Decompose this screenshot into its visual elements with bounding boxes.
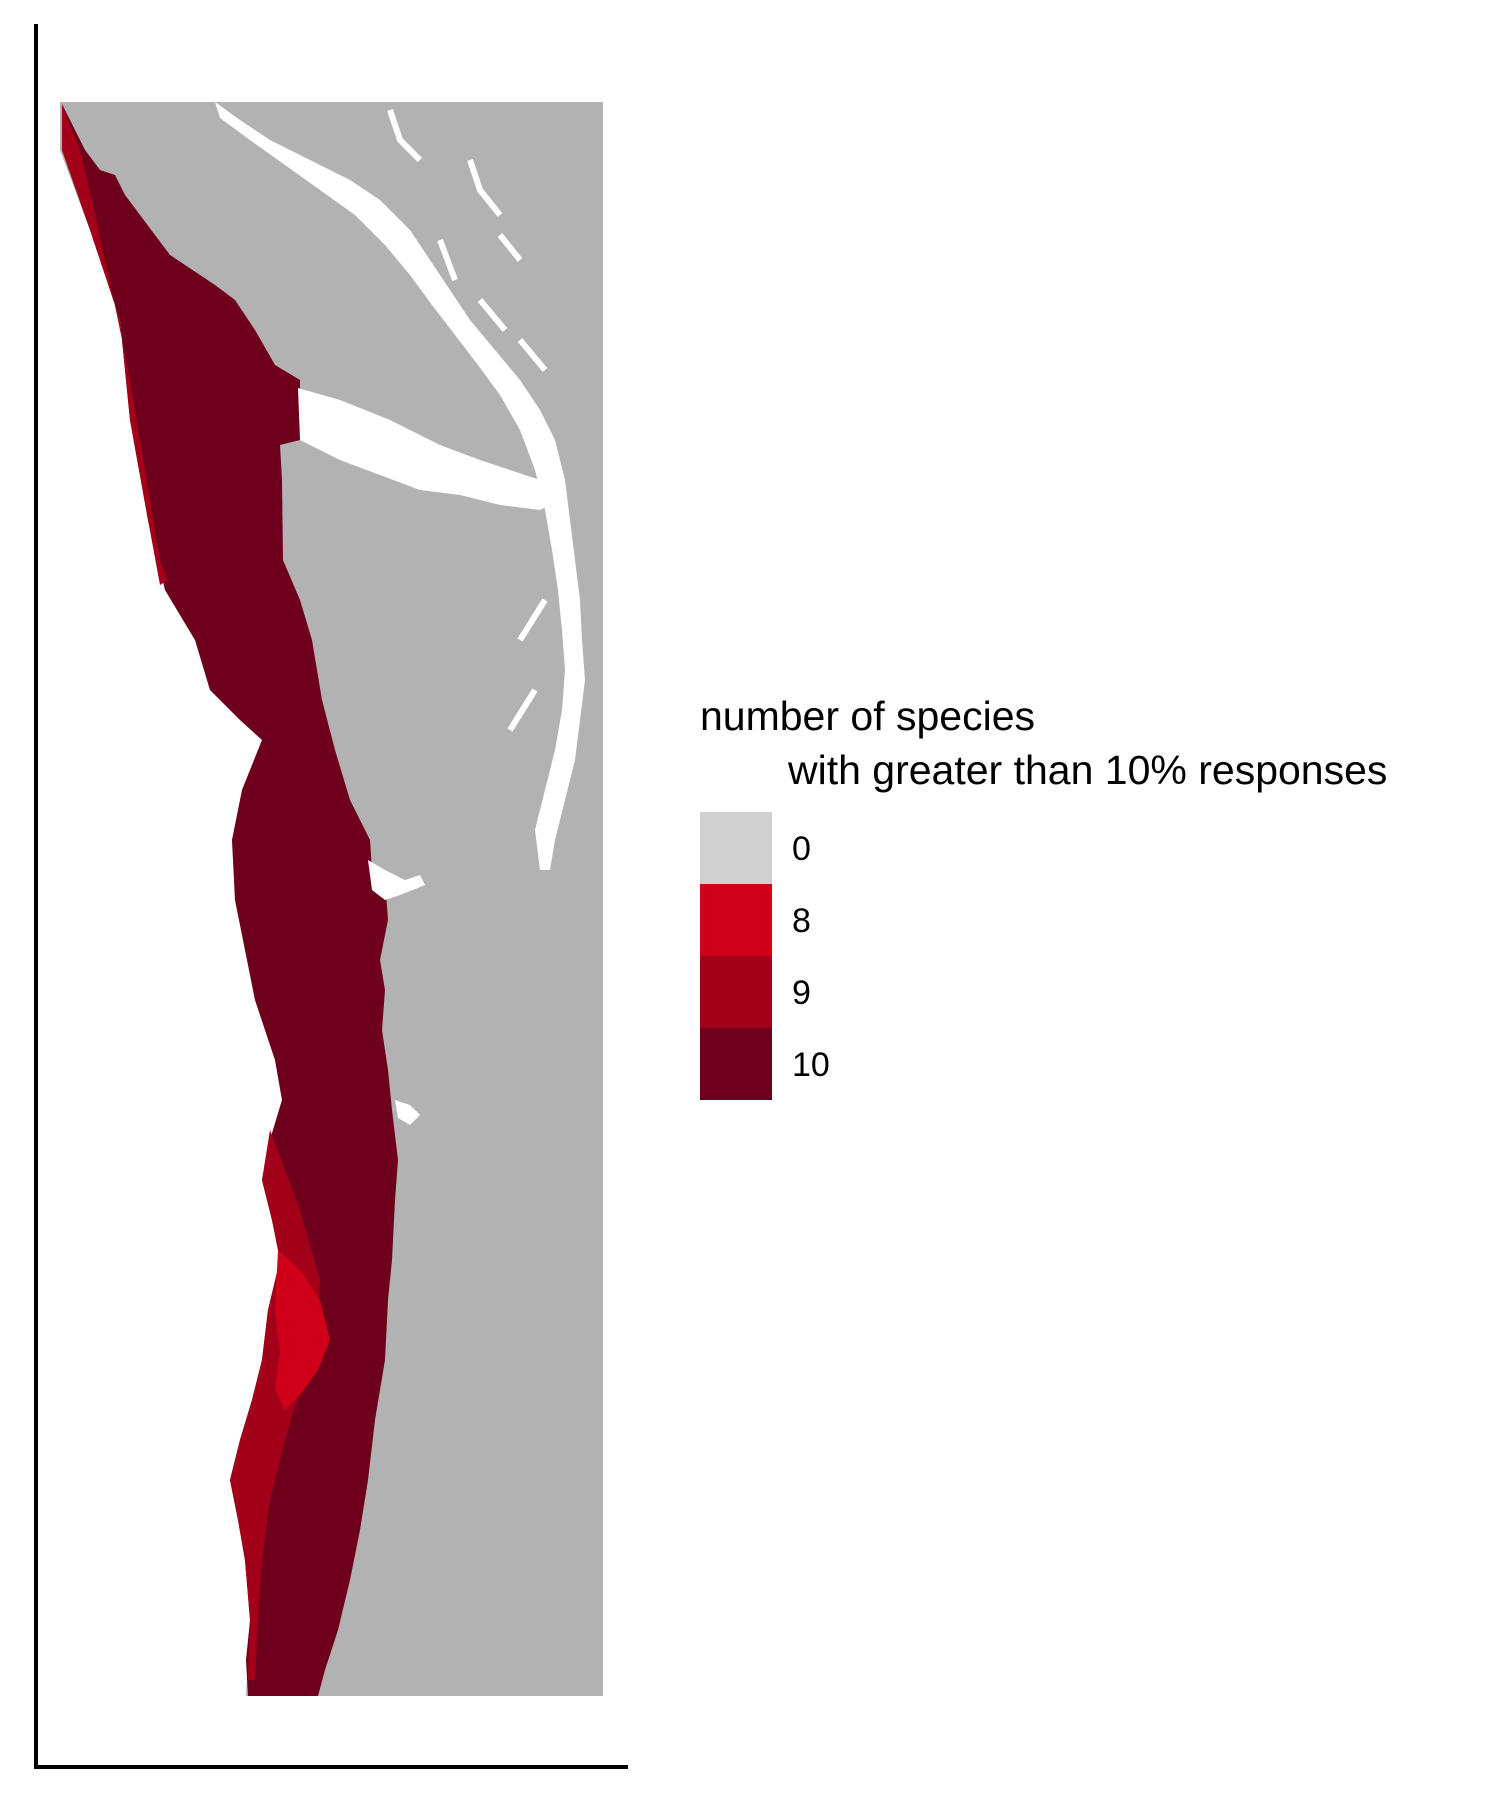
legend-swatch-0 [700,812,772,884]
legend-swatch-8 [700,884,772,956]
bay-inlet-north [368,860,425,900]
legend-title-line2: with greater than 10% responses [787,747,1387,793]
bay-inlet-south [395,1100,420,1125]
legend-label-0: 0 [792,830,811,868]
legend-label-9: 9 [792,974,811,1012]
legend-label-8: 8 [792,902,811,940]
legend: number of species with greater than 10% … [700,693,1387,1100]
zone-9-region-south [230,1130,320,1680]
legend-swatch-10 [700,1028,772,1100]
ocean-area [60,102,282,1696]
zone-8-region [275,1250,330,1410]
legend-label-10: 10 [792,1046,830,1084]
legend-swatch-9 [700,956,772,1028]
inland-water-branches [387,109,563,822]
zone-9-region [62,104,168,585]
legend-title-line1: number of species [700,693,1035,739]
inland-water-channel [298,388,560,510]
